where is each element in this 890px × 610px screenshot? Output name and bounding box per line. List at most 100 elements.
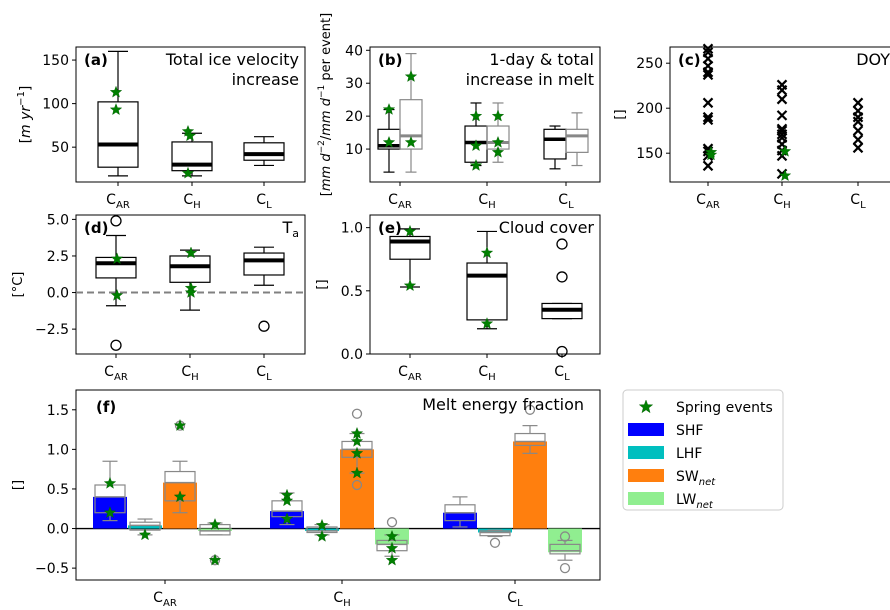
box-2 [243,246,285,286]
x-tick-label: CH [773,192,790,211]
panel-b: 10 20 30 40 CAR CH CL (b) 1-day & totalincrease … [317,13,601,211]
spring-event-marker [173,490,187,503]
spring-event-marker [103,476,117,489]
panel-label: (a) [84,51,108,69]
doy-point [702,111,714,123]
outlier-marker [489,537,501,548]
x-tick-label: CL [558,192,574,211]
spring-event-marker [280,512,294,525]
y-axis-label: [mm d−2/mm d−1 per event] [317,13,334,196]
box-1day-2 [543,125,567,170]
box-iqr [389,235,431,260]
doy-point [702,114,714,126]
spring-event-marker [385,553,399,566]
box-iqr [543,128,567,160]
y-tick-label: 1.0 [47,442,69,458]
y-tick-label: 2.5 [47,249,69,265]
panel-label: (f) [96,398,116,416]
y-tick-label: −0.5 [35,561,69,577]
spring-event-marker [778,169,792,182]
energy-box [444,496,476,528]
box-iqr [466,262,508,321]
spring-event-marker [403,224,417,237]
spring-event-marker [469,109,483,122]
box-2 [243,136,285,167]
y-tick-label: 0.0 [47,522,69,538]
legend-star-icon [638,399,654,414]
panel-title: increase [232,70,299,89]
doy-point [852,116,864,127]
panel-title: Melt energy fraction [422,395,584,414]
spring-event-marker [704,148,718,161]
panel-title: increase in melt [466,70,594,89]
legend-label: LHF [676,446,702,462]
panel-label: (d) [84,219,108,237]
box-iqr [565,128,589,153]
spring-event-marker [109,103,123,116]
box-iqr [399,99,423,150]
y-axis-label: [] [315,279,330,289]
x-tick-label: CAR [696,192,720,211]
outlier-marker [351,408,363,419]
x-tick-label: CAR [104,364,128,383]
spring-event-marker [491,135,505,148]
box-iqr [164,470,196,502]
bar-lw-net [198,528,232,531]
bar-lhf [305,528,339,531]
spring-event-marker [184,285,198,298]
y-tick-label: 250 [636,56,663,72]
x-tick-label: CH [478,192,495,211]
energy-box [514,425,546,454]
box-0 [389,228,431,288]
y-tick-label: 100 [42,97,69,113]
y-axis-label: [m yr−1] [16,86,34,144]
y-tick-label: 0.0 [47,286,69,302]
energy-box [479,529,511,538]
panel-f: −0.5 0.0 0.5 1.0 1.5 CAR CH CL (f) Melt energy fr… [11,389,601,609]
spring-event-marker [173,419,187,431]
y-axis-label: [] [613,109,628,119]
legend-swatch [628,469,664,482]
axes-frame [75,389,601,581]
spring-event-marker [103,506,117,519]
spring-event-marker [315,518,329,531]
y-tick-label: −2.5 [35,322,69,338]
outlier-marker [556,271,568,283]
outlier-marker [110,339,122,351]
panel-c: 150 200 250 CAR CH CL (c) DOY [] [613,43,890,211]
outlier-marker [258,320,270,332]
y-tick-label: 150 [636,146,663,162]
y-tick-label: 10 [345,142,363,158]
legend: Spring events SHF LHF SWnet LWnet [622,389,784,511]
y-tick-label: 30 [345,76,363,92]
doy-point [702,69,714,81]
spring-event-marker [350,434,364,447]
spring-event-marker [110,252,124,265]
bar-sw-net [513,441,547,529]
doy-point [702,66,714,78]
legend-label: Spring events [676,400,773,416]
panel-title: 1-day & total [489,50,594,69]
x-tick-label: CH [183,192,200,211]
panel-label: (e) [378,219,402,237]
doy-point [776,110,788,121]
box-iqr [243,142,285,161]
spring-event-marker [491,109,505,122]
panel-e: 0.0 0.5 1.0 CAR CH CL (e) Cloud cover [] [315,214,601,383]
axes-frame [369,214,601,355]
spring-event-marker [382,103,396,115]
doy-point [776,93,788,105]
box-total-2 [565,112,589,167]
spring-event-marker [480,317,494,329]
panel-title: Cloud cover [499,218,595,237]
axes-frame [75,46,306,183]
spring-event-marker [469,158,483,171]
y-axis-label: [] [11,480,26,490]
legend-label: SWnet [676,469,716,488]
spring-event-marker [184,246,198,259]
y-tick-label: 1.0 [341,221,363,237]
legend-swatch [628,492,664,505]
outlier-marker [556,345,568,358]
spring-event-marker [280,494,294,507]
y-tick-label: 1.5 [47,403,69,419]
